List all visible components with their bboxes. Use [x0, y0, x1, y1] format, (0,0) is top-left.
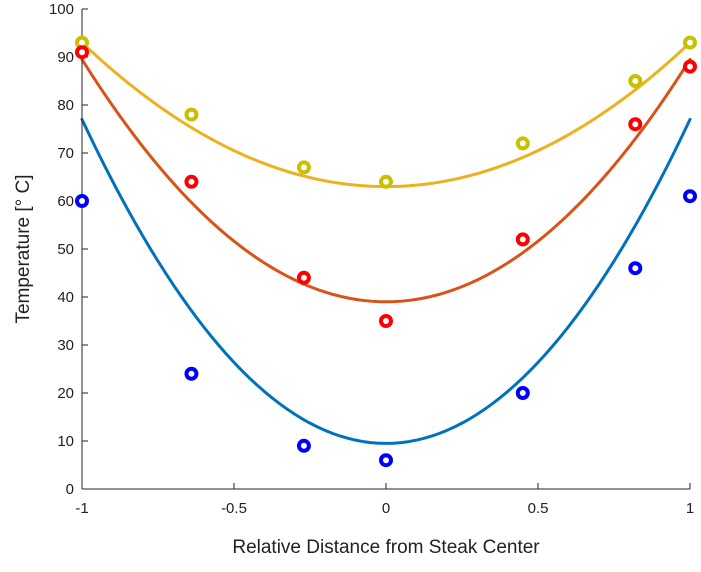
- data-point-series-2: [184, 174, 199, 189]
- y-tick-label: 10: [57, 433, 74, 450]
- data-point-series-1: [184, 107, 199, 122]
- data-point-series-1: [628, 74, 643, 88]
- fit-curve-2: [80, 57, 692, 304]
- data-point-series-1: [683, 35, 697, 50]
- data-point-series-3: [184, 366, 199, 381]
- fit-curves: [80, 41, 692, 445]
- data-point-series-3: [296, 438, 311, 453]
- y-tick-label: 50: [57, 241, 74, 258]
- x-tick-label: -1: [75, 500, 88, 517]
- data-point-series-2: [75, 45, 89, 60]
- data-point-series-2: [683, 59, 697, 74]
- y-tick-label: 90: [57, 49, 74, 66]
- y-tick-label: 60: [57, 193, 74, 210]
- fit-curve-3: [80, 117, 692, 445]
- data-point-series-2: [515, 232, 530, 247]
- fit-curve-1: [80, 41, 692, 189]
- data-point-series-3: [683, 189, 697, 204]
- y-tick-label: 100: [49, 1, 74, 18]
- y-tick-label: 0: [66, 481, 74, 498]
- data-point-series-1: [296, 160, 311, 175]
- data-point-series-1: [379, 174, 393, 189]
- x-tick-label: 0: [382, 500, 390, 517]
- data-point-series-1: [515, 136, 530, 151]
- data-point-series-3: [379, 453, 393, 468]
- y-tick-label: 30: [57, 337, 74, 354]
- x-tick-label: 0.5: [528, 500, 549, 517]
- y-tick-label: 40: [57, 289, 74, 306]
- y-tick-label: 20: [57, 385, 74, 402]
- data-point-series-3: [75, 194, 89, 208]
- data-point-series-2: [628, 117, 643, 132]
- x-axis-label: Relative Distance from Steak Center: [232, 537, 540, 558]
- data-markers: [75, 35, 697, 468]
- y-axis-label: Temperature [° C]: [13, 174, 34, 323]
- data-point-series-2: [296, 270, 311, 285]
- x-tick-label: -0.5: [221, 500, 247, 517]
- data-point-series-3: [628, 261, 643, 276]
- data-point-series-3: [515, 386, 530, 400]
- y-tick-label: 70: [57, 145, 74, 162]
- x-tick-label: 1: [686, 500, 694, 517]
- data-point-series-2: [379, 314, 393, 328]
- axes: [81, 8, 691, 490]
- y-tick-label: 80: [57, 97, 74, 114]
